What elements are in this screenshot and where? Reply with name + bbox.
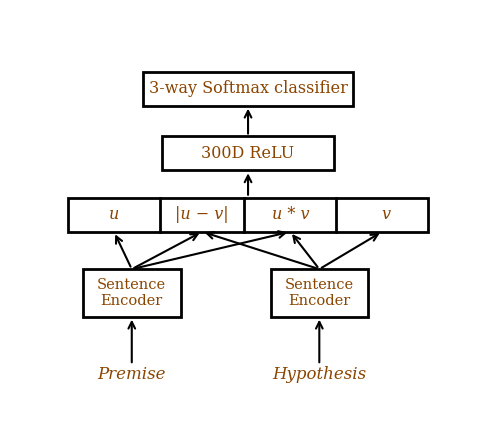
Text: Premise: Premise (97, 366, 166, 383)
Text: v: v (381, 206, 391, 223)
Text: Sentence
Encoder: Sentence Encoder (97, 278, 166, 308)
Text: 3-way Softmax classifier: 3-way Softmax classifier (149, 80, 348, 97)
Text: 300D ReLU: 300D ReLU (201, 145, 295, 162)
FancyBboxPatch shape (271, 269, 368, 317)
Text: u * v: u * v (272, 206, 309, 223)
Text: |u − v|: |u − v| (176, 206, 229, 223)
Text: Sentence
Encoder: Sentence Encoder (285, 278, 354, 308)
Text: u: u (109, 206, 119, 223)
FancyBboxPatch shape (83, 269, 181, 317)
FancyBboxPatch shape (143, 72, 353, 106)
Text: Hypothesis: Hypothesis (272, 366, 366, 383)
FancyBboxPatch shape (162, 137, 334, 171)
FancyBboxPatch shape (68, 198, 428, 232)
